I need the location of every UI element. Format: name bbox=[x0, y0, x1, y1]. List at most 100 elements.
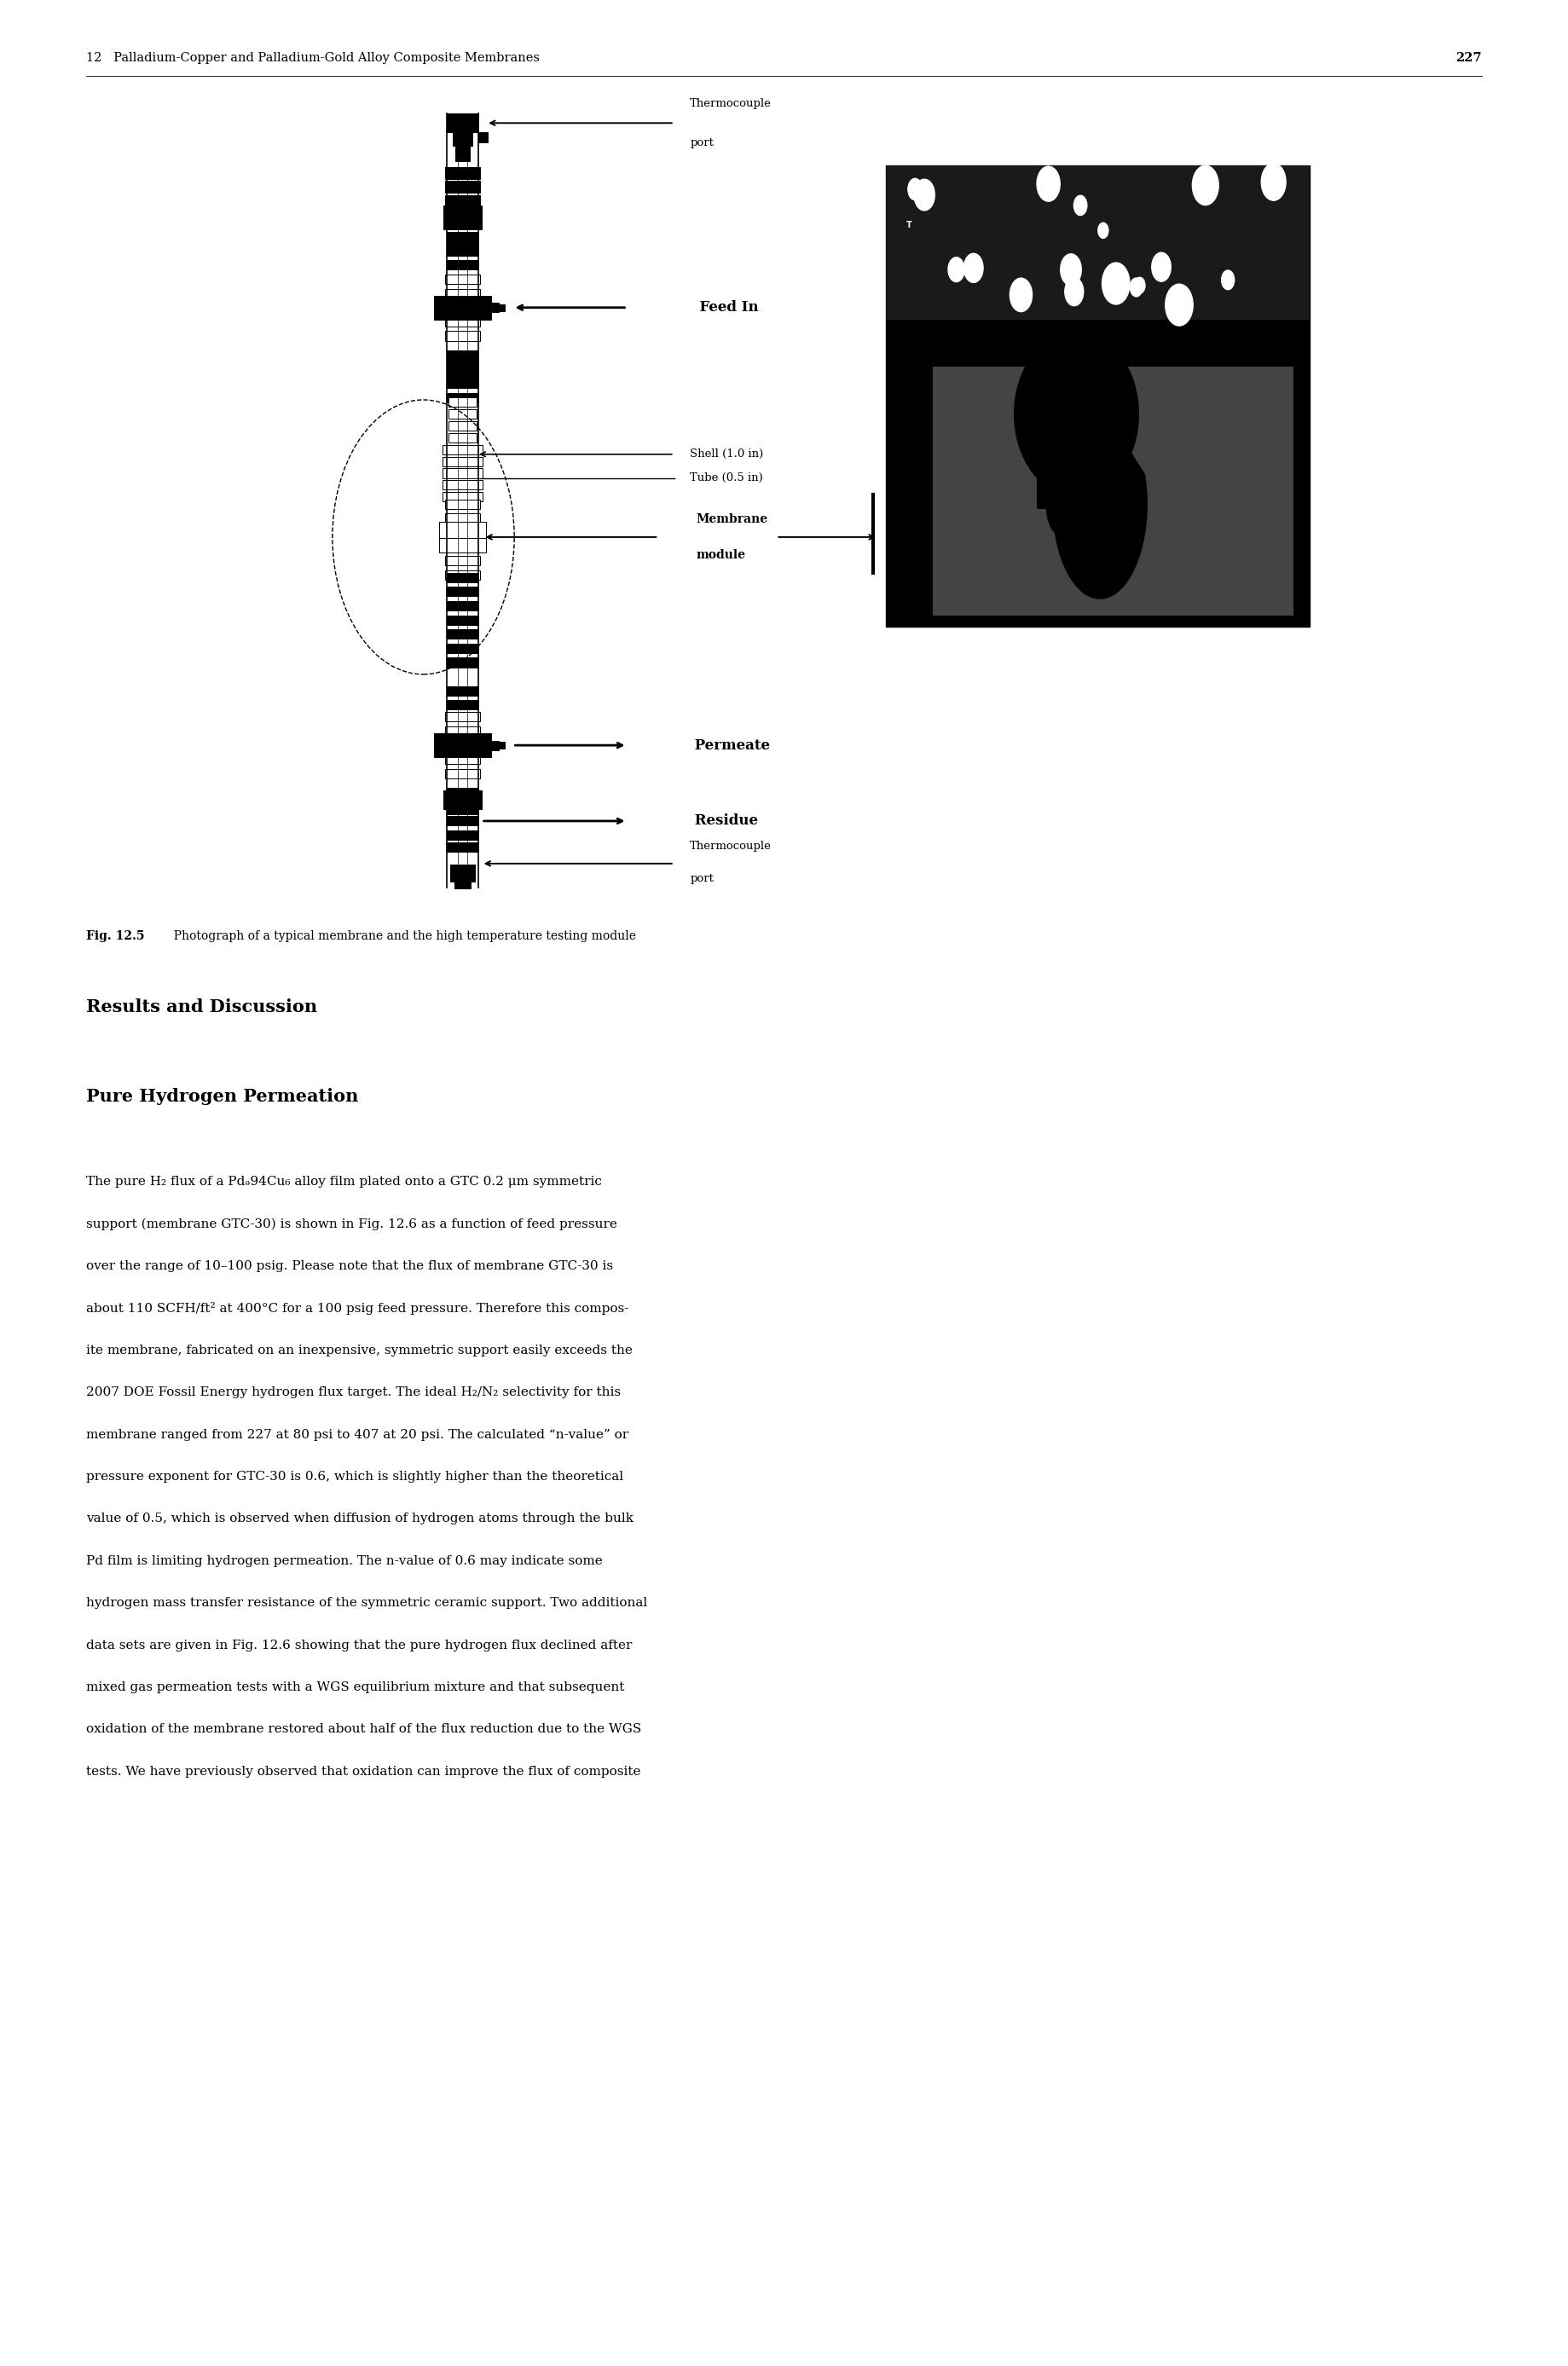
Bar bbox=[447, 369, 478, 379]
Bar bbox=[439, 521, 486, 539]
Bar bbox=[445, 289, 480, 298]
Bar bbox=[447, 260, 478, 270]
Text: pressure exponent for GTC-30 is 0.6, which is slightly higher than the theoretic: pressure exponent for GTC-30 is 0.6, whi… bbox=[86, 1472, 624, 1483]
Text: over the range of 10–100 psig. Please note that the flux of membrane GTC-30 is: over the range of 10–100 psig. Please no… bbox=[86, 1261, 613, 1273]
Bar bbox=[886, 166, 1309, 627]
Circle shape bbox=[914, 180, 935, 211]
Bar bbox=[489, 741, 499, 750]
Circle shape bbox=[1036, 166, 1060, 201]
Bar bbox=[447, 393, 478, 402]
Bar bbox=[886, 166, 1309, 319]
Bar bbox=[445, 274, 480, 284]
Circle shape bbox=[964, 253, 983, 282]
Text: membrane ranged from 227 at 80 psi to 407 at 20 psi. The calculated “n-value” or: membrane ranged from 227 at 80 psi to 40… bbox=[86, 1429, 629, 1441]
Ellipse shape bbox=[1046, 473, 1069, 532]
Text: port: port bbox=[690, 873, 713, 885]
Circle shape bbox=[1261, 163, 1286, 201]
Circle shape bbox=[1192, 166, 1218, 206]
Bar bbox=[447, 804, 478, 814]
Bar bbox=[499, 305, 505, 310]
Text: 2007 DOE Fossil Energy hydrogen flux target. The ideal H₂/N₂ selectivity for thi: 2007 DOE Fossil Energy hydrogen flux tar… bbox=[86, 1386, 621, 1398]
Text: Results and Discussion: Results and Discussion bbox=[86, 998, 317, 1015]
Bar bbox=[933, 367, 1294, 615]
Bar bbox=[448, 409, 477, 419]
Text: The pure H₂ flux of a Pdₔ94Cu₆ alloy film plated onto a GTC 0.2 μm symmetric: The pure H₂ flux of a Pdₔ94Cu₆ alloy fil… bbox=[86, 1176, 602, 1188]
Bar bbox=[445, 331, 480, 341]
Text: port: port bbox=[690, 137, 713, 149]
Bar bbox=[445, 712, 480, 722]
Bar bbox=[478, 132, 488, 142]
Bar bbox=[445, 528, 480, 537]
Bar bbox=[447, 601, 478, 610]
Bar bbox=[445, 556, 480, 565]
Bar bbox=[452, 128, 472, 147]
Text: T: T bbox=[906, 220, 913, 230]
Bar bbox=[439, 535, 486, 551]
Polygon shape bbox=[1054, 428, 1146, 599]
Bar bbox=[447, 364, 478, 374]
Text: Feed In: Feed In bbox=[690, 300, 759, 315]
Bar bbox=[445, 542, 480, 551]
Bar bbox=[447, 802, 478, 812]
Text: module: module bbox=[696, 549, 746, 561]
Circle shape bbox=[1165, 284, 1193, 327]
Bar bbox=[447, 232, 478, 246]
Bar bbox=[447, 830, 478, 840]
Bar bbox=[445, 726, 480, 736]
Bar bbox=[447, 658, 478, 667]
Text: tests. We have previously observed that oxidation can improve the flux of compos: tests. We have previously observed that … bbox=[86, 1765, 641, 1777]
Text: about 110 SCFH/ft² at 400°C for a 100 psig feed pressure. Therefore this compos-: about 110 SCFH/ft² at 400°C for a 100 ps… bbox=[86, 1301, 629, 1315]
Bar bbox=[489, 303, 499, 312]
Bar bbox=[455, 875, 470, 887]
Circle shape bbox=[908, 177, 922, 201]
Text: 227: 227 bbox=[1455, 52, 1482, 64]
Circle shape bbox=[1134, 277, 1145, 293]
Bar bbox=[445, 180, 480, 192]
Bar bbox=[499, 741, 505, 748]
Bar bbox=[447, 355, 478, 364]
Bar bbox=[445, 741, 480, 750]
Text: Thermocouple: Thermocouple bbox=[690, 840, 771, 852]
Bar bbox=[447, 246, 478, 256]
Bar bbox=[1036, 331, 1115, 509]
Circle shape bbox=[1010, 279, 1032, 312]
Ellipse shape bbox=[1013, 331, 1138, 497]
Circle shape bbox=[1102, 263, 1129, 305]
Bar bbox=[445, 755, 480, 764]
Circle shape bbox=[1074, 196, 1087, 215]
Bar bbox=[445, 196, 480, 208]
Text: Tube (0.5 in): Tube (0.5 in) bbox=[690, 473, 764, 483]
Text: mixed gas permeation tests with a WGS equilibrium mixture and that subsequent: mixed gas permeation tests with a WGS eq… bbox=[86, 1682, 624, 1694]
Bar bbox=[445, 570, 480, 580]
Circle shape bbox=[949, 258, 964, 282]
Bar bbox=[442, 445, 483, 454]
Bar bbox=[434, 733, 491, 757]
Bar bbox=[442, 206, 481, 230]
Text: hydrogen mass transfer resistance of the symmetric ceramic support. Two addition: hydrogen mass transfer resistance of the… bbox=[86, 1597, 648, 1609]
Text: Pure Hydrogen Permeation: Pure Hydrogen Permeation bbox=[86, 1088, 359, 1105]
Text: 12   Palladium-Copper and Palladium-Gold Alloy Composite Membranes: 12 Palladium-Copper and Palladium-Gold A… bbox=[86, 52, 539, 64]
Text: oxidation of the membrane restored about half of the flux reduction due to the W: oxidation of the membrane restored about… bbox=[86, 1722, 641, 1734]
Bar bbox=[434, 296, 491, 319]
Text: data sets are given in Fig. 12.6 showing that the pure hydrogen flux declined af: data sets are given in Fig. 12.6 showing… bbox=[86, 1640, 632, 1651]
Text: value of 0.5, which is observed when diffusion of hydrogen atoms through the bul: value of 0.5, which is observed when dif… bbox=[86, 1512, 633, 1524]
Bar bbox=[447, 379, 478, 388]
Circle shape bbox=[1065, 277, 1083, 305]
Circle shape bbox=[1221, 270, 1234, 289]
Bar bbox=[442, 790, 481, 809]
Bar bbox=[445, 317, 480, 327]
Circle shape bbox=[1131, 277, 1143, 296]
Bar bbox=[448, 433, 477, 442]
Bar bbox=[445, 513, 480, 523]
Circle shape bbox=[1098, 222, 1109, 239]
Circle shape bbox=[1152, 253, 1171, 282]
Circle shape bbox=[1060, 253, 1082, 286]
Bar bbox=[447, 573, 478, 582]
Bar bbox=[447, 816, 478, 826]
Bar bbox=[447, 686, 478, 696]
Bar bbox=[448, 397, 477, 407]
Bar bbox=[442, 480, 483, 490]
Bar bbox=[447, 788, 478, 797]
Text: Thermocouple: Thermocouple bbox=[690, 97, 771, 109]
Bar bbox=[447, 700, 478, 710]
